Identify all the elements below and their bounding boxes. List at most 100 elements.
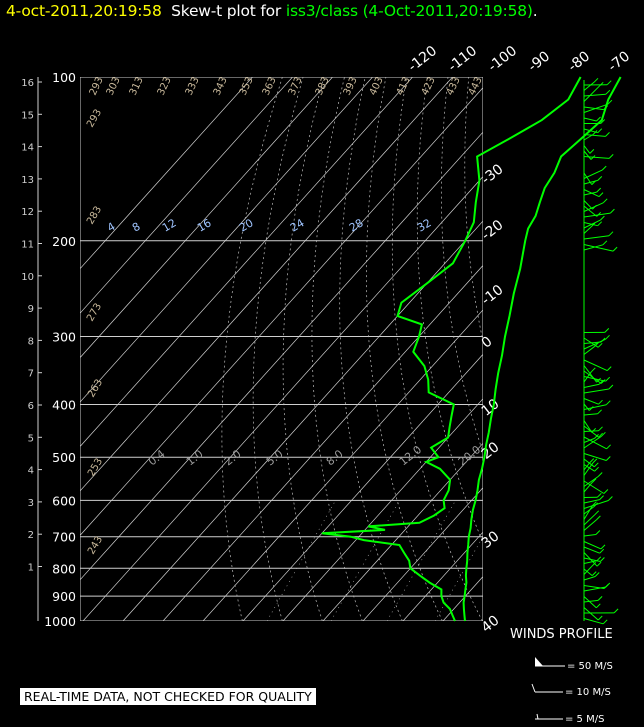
pressure-tick-label: 900 [52,589,76,604]
adiabat-label: 423 [420,75,438,97]
wind-barb [583,81,595,91]
height-tick-label: 13 [21,175,34,186]
pressure-tick-label: 700 [52,530,76,545]
legend-feather-5 [536,713,539,720]
mixing-ratio-label: 24 [288,216,307,234]
temperature-top-label: -90 [525,48,553,75]
mixing-ratio-line [330,500,400,621]
height-tick-label: 7 [28,369,34,380]
wind-barb-flag [596,116,601,122]
wind-barb [583,370,602,384]
pressure-tick-label: 100 [52,70,76,85]
wind-barb-flag [605,582,611,588]
wind-barb-flag [591,561,597,567]
wind-barb-flag [602,619,608,625]
wind-barb-flag [599,495,604,500]
legend-pennant-50 [535,657,543,666]
title-plot-label: Skew-t plot for [171,2,282,20]
wind-barb [583,462,594,476]
pressure-tick-label: 1000 [44,614,76,629]
temperature-top-label: -110 [445,43,480,75]
wind-barb-flag [596,556,602,562]
dry-adiabat-line [487,77,642,621]
adiabat-label: 363 [261,75,279,97]
isotherm-line [80,77,293,314]
adiabat-label: 403 [368,75,386,97]
height-tick-label: 4 [28,466,34,477]
wind-barb-flag [592,130,598,135]
wind-barb [583,106,604,111]
wind-barb-flag [592,458,598,464]
adiabat-label: 263 [86,377,105,399]
wind-barb-flag [605,456,611,461]
adiabat-label: 293 [88,75,106,97]
wind-barb-flag [613,608,619,614]
wind-barb [583,345,596,355]
isotherm-line [80,77,413,448]
wind-barb-flag [600,379,606,384]
wind-barb [583,134,594,141]
height-tick-label: 12 [21,207,34,218]
wind-barb-flag [594,341,600,347]
wind-barb-flag [595,530,601,535]
wind-barb-flag [593,77,599,83]
wind-barb [583,514,596,526]
temperature-top-axis: -120-110-100-90-80-70-60-50-40 [405,43,633,75]
adiabat-label: 443 [467,75,485,97]
height-tick-label: 1 [28,563,34,574]
title-date: 4-oct-2011,20:19:58 [6,2,162,20]
dry-adiabat-line [531,77,644,621]
title-station: iss3/class (4-Oct-2011,20:19:58) [285,2,533,20]
height-tick-label: 6 [28,401,34,412]
wind-barb [583,430,599,432]
pressure-tick-label: 600 [52,493,76,508]
wind-barb [583,607,599,621]
isotherm-line [362,487,483,621]
wind-barb-flag [602,198,608,204]
wind-barb-flag [594,510,600,516]
adiabat-label: 293 [85,107,104,129]
wind-barb [583,476,599,487]
wind-barb [583,499,600,504]
wind-barb-flag [600,544,606,550]
wind-barb-flag [605,376,611,382]
height-tick-label: 14 [21,143,34,154]
quality-banner: REAL-TIME DATA, NOT CHECKED FOR QUALITY [20,688,316,705]
wind-barb-flag [598,192,604,197]
mixing-ratio-line [482,620,483,621]
wind-barb [583,596,597,609]
sounding-traces [321,76,622,622]
dry-adiabat-line [509,77,644,621]
wind-barb [583,404,607,410]
height-tick-label: 10 [21,272,34,283]
dry-adiabat-line [221,77,283,621]
adiabat-label: 303 [105,75,123,97]
isotherm-line [82,176,483,621]
wind-barb [583,398,599,405]
wind-barb [583,506,594,515]
isotherm-line [80,77,253,270]
wind-barb-flag [597,472,603,477]
wind-barb-flag [593,502,599,508]
mixing-ratio-label: 0.4 [146,447,168,468]
wind-barb [583,93,606,97]
dry-adiabat-line [311,77,363,621]
wind-barb-flag [590,367,596,373]
wind-barb [583,482,593,493]
height-tick-label: 15 [21,110,34,121]
wind-barb-flag [602,240,608,246]
wind-barb [583,244,604,251]
adiabat-label: 313 [128,75,146,97]
wind-barb-flag [597,221,603,227]
pressure-tick-label: 800 [52,561,76,576]
temperature-top-label: -120 [405,43,440,75]
mixing-ratio-label: 2.0 [222,447,244,468]
adiabat-label: 373 [287,75,305,97]
pressure-axis: 100 200 300 400 500 600 700 800 900 1000 [44,70,76,629]
wind-barb-flag [598,379,604,385]
title-period: . [532,2,538,20]
isotherm-line [442,576,483,621]
wind-barb [583,244,614,252]
mixing-ratio-line [523,500,592,621]
